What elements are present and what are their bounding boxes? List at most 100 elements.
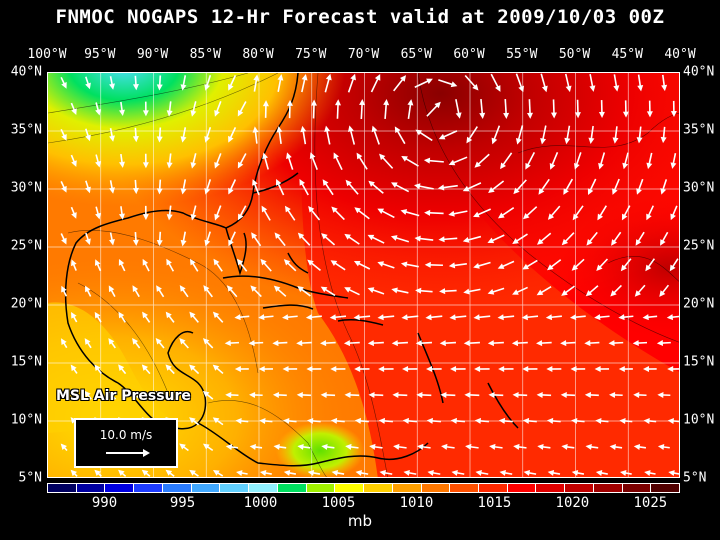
wind-arrow — [166, 205, 173, 221]
colorbar-swatch — [105, 484, 135, 492]
pressure-wind-map — [47, 72, 680, 478]
wind-arrow — [60, 181, 67, 193]
wind-arrow — [189, 469, 199, 477]
wind-arrow — [659, 284, 670, 297]
colorbar-swatch — [220, 484, 250, 492]
wind-arrow — [609, 443, 623, 450]
colorbar-label: 1000 — [243, 495, 278, 511]
wind-arrow — [331, 206, 345, 221]
wind-arrow — [71, 311, 78, 323]
colorbar-swatch — [48, 484, 77, 492]
wind-arrow — [301, 73, 308, 93]
wind-arrow — [180, 179, 187, 195]
wind-arrow — [618, 366, 633, 373]
wind-arrow — [141, 364, 151, 375]
wind-scale-arrow — [106, 449, 150, 457]
wind-arrow — [427, 469, 441, 476]
wind-arrow — [393, 75, 407, 92]
wind-arrow — [449, 314, 467, 321]
wind-arrow — [538, 178, 550, 195]
wind-arrow — [417, 443, 431, 450]
wind-arrow — [571, 417, 585, 424]
wind-arrow — [634, 284, 646, 297]
wind-arrow — [414, 78, 433, 88]
wind-arrow — [226, 285, 238, 298]
colorbar-label: 1005 — [321, 495, 356, 511]
wind-arrow — [425, 314, 443, 321]
wind-arrow — [204, 75, 212, 91]
colorbar-swatch — [565, 484, 594, 492]
colorbar-swatch — [651, 484, 680, 492]
wind-arrow — [330, 417, 345, 424]
wind-arrow — [259, 417, 273, 424]
wind-arrow — [522, 259, 538, 270]
wind-arrow — [657, 391, 671, 398]
wind-arrow — [109, 180, 115, 194]
wind-arrow — [612, 178, 620, 195]
wind-arrow — [330, 366, 346, 373]
wind-arrow — [213, 258, 223, 272]
wind-arrow — [424, 261, 443, 268]
wind-arrow — [322, 179, 334, 196]
wind-arrow — [636, 126, 643, 144]
wind-arrow — [61, 285, 68, 297]
colorbar-swatch — [593, 484, 623, 492]
wind-arrow — [118, 469, 127, 477]
wind-arrow — [321, 443, 335, 450]
wind-arrow — [513, 179, 527, 195]
wind-arrow — [189, 364, 200, 375]
wind-arrow — [249, 391, 263, 398]
wind-arrow — [622, 152, 629, 170]
wind-arrow — [401, 314, 419, 321]
wind-arrow — [448, 156, 468, 166]
wind-arrow — [320, 340, 336, 347]
wind-arrow — [85, 76, 91, 90]
wind-arrow — [569, 314, 586, 321]
wind-arrow — [438, 130, 458, 140]
longitude-label: 60°W — [453, 47, 485, 62]
wind-arrow — [465, 443, 479, 450]
wind-arrow — [320, 286, 336, 297]
wind-arrow — [320, 391, 336, 398]
wind-arrow — [646, 205, 655, 221]
wind-arrow — [273, 443, 287, 450]
wind-arrow — [179, 443, 189, 452]
wind-arrow — [132, 232, 139, 246]
wind-arrow — [228, 231, 236, 247]
wind-arrow — [474, 153, 490, 168]
wind-arrow — [334, 99, 341, 119]
wind-arrow — [487, 340, 504, 347]
wind-arrow — [85, 232, 91, 246]
longitude-label: 55°W — [506, 47, 538, 62]
wind-arrow — [473, 314, 491, 321]
wind-arrow — [512, 233, 528, 244]
wind-arrow — [585, 285, 599, 297]
wind-arrow — [393, 443, 407, 450]
latitude-label: 5°N — [683, 470, 707, 486]
wind-arrow — [635, 231, 645, 246]
wind-arrow — [94, 364, 102, 375]
wind-arrow — [379, 469, 393, 476]
colorbar-swatch — [277, 484, 307, 492]
wind-arrow — [521, 314, 539, 321]
wind-arrow — [305, 314, 322, 321]
wind-arrow — [142, 205, 149, 221]
wind-arrow — [455, 99, 462, 119]
wind-arrow — [132, 285, 140, 298]
wind-arrow — [512, 286, 528, 295]
wind-arrow — [204, 127, 212, 143]
latitude-label: 25°N — [10, 238, 42, 254]
wind-arrow — [637, 74, 644, 92]
latitude-label: 20°N — [10, 296, 42, 312]
wind-arrow — [391, 287, 409, 294]
wind-arrow — [108, 390, 117, 400]
wind-arrow — [497, 207, 515, 219]
wind-arrow — [344, 233, 360, 245]
wind-arrow — [377, 208, 395, 219]
wind-arrow — [400, 209, 420, 217]
colorbar-swatch — [76, 484, 106, 492]
wind-arrow — [259, 470, 272, 476]
latitude-label: 30°N — [10, 180, 42, 196]
wind-arrow — [310, 99, 317, 119]
wind-arrow — [549, 151, 559, 170]
